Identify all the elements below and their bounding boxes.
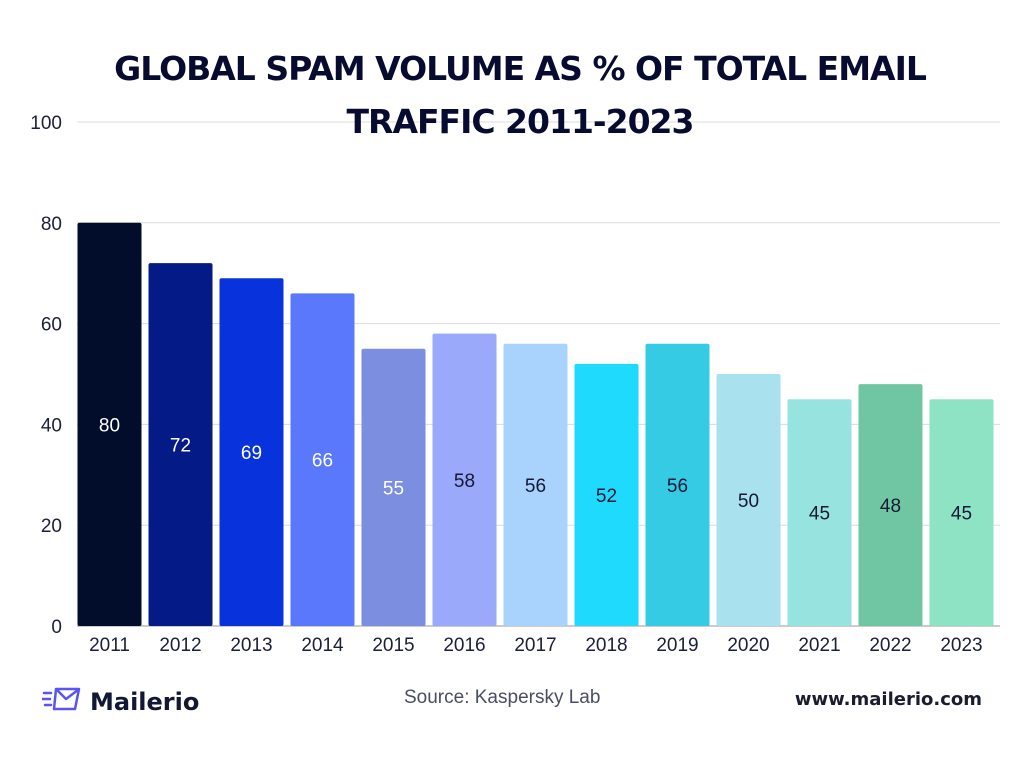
bar-value-label: 58 <box>454 471 475 492</box>
bar <box>645 343 710 626</box>
x-tick-label: 2017 <box>514 635 556 656</box>
bar <box>148 263 213 626</box>
axes: 0 20 40 60 80 100 2011 2012 2013 2014 2015 2016 2017… <box>30 113 982 656</box>
bar <box>219 278 284 626</box>
bar-value-label: 45 <box>951 504 972 525</box>
bar-value-label: 56 <box>667 476 688 497</box>
bar <box>290 293 355 626</box>
bar-value-label: 80 <box>99 415 120 436</box>
y-tick-label: 60 <box>41 315 62 336</box>
y-tick-label: 0 <box>51 617 62 638</box>
bar-value-label: 50 <box>738 491 759 512</box>
bar <box>503 343 568 626</box>
bar-value-label: 48 <box>880 496 901 517</box>
bar-value-label: 55 <box>383 478 404 499</box>
brand-logo: Mailerio <box>40 686 200 717</box>
x-tick-label: 2023 <box>940 635 982 656</box>
bar <box>77 222 142 627</box>
brand-name: Mailerio <box>90 687 200 716</box>
y-tick-label: 80 <box>41 214 62 235</box>
x-tick-label: 2020 <box>727 635 769 656</box>
x-tick-label: 2014 <box>301 635 344 656</box>
data-labels: 80 72 69 66 55 58 56 52 56 50 45 48 45 <box>99 415 972 524</box>
bar <box>361 348 426 626</box>
bar <box>716 374 781 626</box>
x-tick-label: 2013 <box>230 635 272 656</box>
y-tick-label: 100 <box>30 113 62 134</box>
bar-value-label: 52 <box>596 486 617 507</box>
x-tick-label: 2015 <box>372 635 414 656</box>
x-tick-label: 2022 <box>869 635 911 656</box>
source-note: Source: Kaspersky Lab <box>404 687 601 708</box>
chart-title: GLOBAL SPAM VOLUME AS % OF TOTAL EMAIL T… <box>114 49 927 141</box>
bar-value-label: 72 <box>170 436 191 457</box>
bar <box>929 399 994 626</box>
bar <box>574 363 639 626</box>
x-tick-label: 2021 <box>798 635 840 656</box>
bar <box>858 384 923 626</box>
y-tick-label: 40 <box>41 415 62 436</box>
bars <box>77 222 994 627</box>
x-tick-label: 2011 <box>89 635 130 656</box>
envelope-icon <box>40 686 82 717</box>
bar-value-label: 45 <box>809 504 830 525</box>
x-tick-label: 2018 <box>585 635 627 656</box>
bar-value-label: 66 <box>312 451 333 472</box>
x-tick-label: 2012 <box>159 635 201 656</box>
bar <box>432 333 497 626</box>
x-tick-label: 2019 <box>656 635 698 656</box>
bar-value-label: 69 <box>241 443 262 464</box>
website-url: www.mailerio.com <box>794 689 982 710</box>
bar-value-label: 56 <box>525 476 546 497</box>
bar <box>787 399 852 626</box>
x-tick-label: 2016 <box>443 635 485 656</box>
y-tick-label: 20 <box>41 516 62 537</box>
